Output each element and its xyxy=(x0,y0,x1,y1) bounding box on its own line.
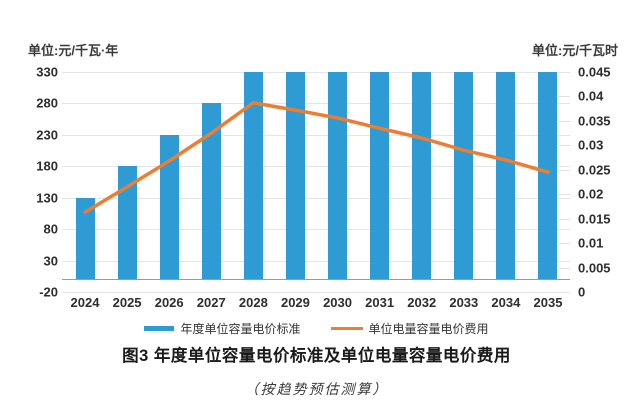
gridline xyxy=(62,72,570,73)
right-axis-tick-label: 0.015 xyxy=(578,211,611,227)
gridline xyxy=(62,260,570,262)
figure-subtitle: （按趋势预估测算） xyxy=(244,382,389,398)
x-axis-label: 2029 xyxy=(280,295,310,310)
right-axis-tick-mark xyxy=(558,145,570,147)
line-series-label: 单位电量容量电价费用 xyxy=(368,322,489,336)
x-axis-label: 2033 xyxy=(449,295,479,310)
bar-2027 xyxy=(201,103,221,280)
right-axis-tick-mark xyxy=(558,267,570,269)
plot-area xyxy=(62,72,570,293)
right-axis-tick-label: 0.02 xyxy=(578,186,604,202)
legend-item-bar-series: 年度单位容量电价标准 xyxy=(144,320,301,337)
right-axis-tick-label: 0.005 xyxy=(578,260,611,276)
gridline xyxy=(62,229,570,231)
bar-series-label: 年度单位容量电价标准 xyxy=(180,322,301,336)
figure-title: 图3 年度单位容量电价标准及单位电量容量电价费用 xyxy=(122,347,511,365)
x-axis-label: 2035 xyxy=(533,295,563,310)
left-axis-unit-label: 单位:元/千瓦·年 xyxy=(28,43,119,58)
bar-2033 xyxy=(454,72,474,280)
line-series-path xyxy=(83,101,550,215)
right-axis-tick-label: 0.01 xyxy=(578,235,604,251)
bar-2030 xyxy=(328,72,348,280)
left-axis-tick-label: 30 xyxy=(43,253,58,269)
line-series xyxy=(83,101,550,215)
right-axis-tick-label: 0.035 xyxy=(578,113,611,129)
bar-2026 xyxy=(159,134,179,280)
bar-2031 xyxy=(370,72,390,280)
x-axis-label: 2026 xyxy=(154,295,184,310)
line-series-swatch-icon xyxy=(330,327,363,330)
bar-2032 xyxy=(412,72,432,280)
right-axis-tick-mark xyxy=(558,96,570,98)
gridline xyxy=(62,103,570,105)
right-axis-unit-label: 单位:元/千瓦时 xyxy=(532,43,618,58)
x-axis-label: 2030 xyxy=(323,295,352,310)
right-axis-tick-mark xyxy=(558,169,570,171)
legend-item-line-series: 单位电量容量电价费用 xyxy=(330,320,489,337)
bar-2029 xyxy=(285,72,305,280)
gridline xyxy=(62,197,570,199)
x-axis-label: 2031 xyxy=(365,295,395,310)
right-axis-tick-label: 0 xyxy=(578,284,586,300)
bar-2034 xyxy=(496,72,516,280)
left-axis-tick-label: 330 xyxy=(36,64,58,80)
x-axis-line xyxy=(62,279,570,281)
gridline xyxy=(62,292,570,293)
right-axis-tick-mark xyxy=(558,120,570,122)
right-axis-tick-label: 0.04 xyxy=(578,88,604,104)
left-axis-tick-label: 130 xyxy=(36,190,58,206)
gridline xyxy=(62,166,570,168)
left-axis-tick-label: -20 xyxy=(39,284,58,300)
right-axis-tick-label: 0.045 xyxy=(578,64,611,80)
right-axis-tick-mark xyxy=(558,243,570,245)
gridline xyxy=(62,134,570,136)
legend: 年度单位容量电价标准 单位电量容量电价费用 xyxy=(0,320,633,337)
left-axis-tick-label: 180 xyxy=(36,158,58,174)
left-axis-tick-label: 280 xyxy=(36,95,58,111)
x-axis-label: 2028 xyxy=(238,295,268,310)
right-axis-tick-mark xyxy=(558,218,570,220)
right-axis-tick-label: 0.03 xyxy=(578,137,604,153)
x-axis-label: 2025 xyxy=(112,295,142,310)
x-axis-label: 2024 xyxy=(70,295,100,310)
bar-2025 xyxy=(117,166,137,280)
x-axis-label: 2034 xyxy=(491,295,521,310)
x-axis-label: 2027 xyxy=(196,295,226,310)
right-axis-tick-mark xyxy=(558,194,570,196)
bar-series-swatch-icon xyxy=(144,326,175,331)
x-axis-label: 2032 xyxy=(407,295,437,310)
left-axis-tick-label: 80 xyxy=(43,221,58,237)
bar-2024 xyxy=(75,197,95,280)
left-axis-tick-label: 230 xyxy=(36,127,58,143)
bar-2028 xyxy=(243,72,263,280)
bar-2035 xyxy=(538,72,558,280)
right-axis-tick-label: 0.025 xyxy=(578,162,611,178)
